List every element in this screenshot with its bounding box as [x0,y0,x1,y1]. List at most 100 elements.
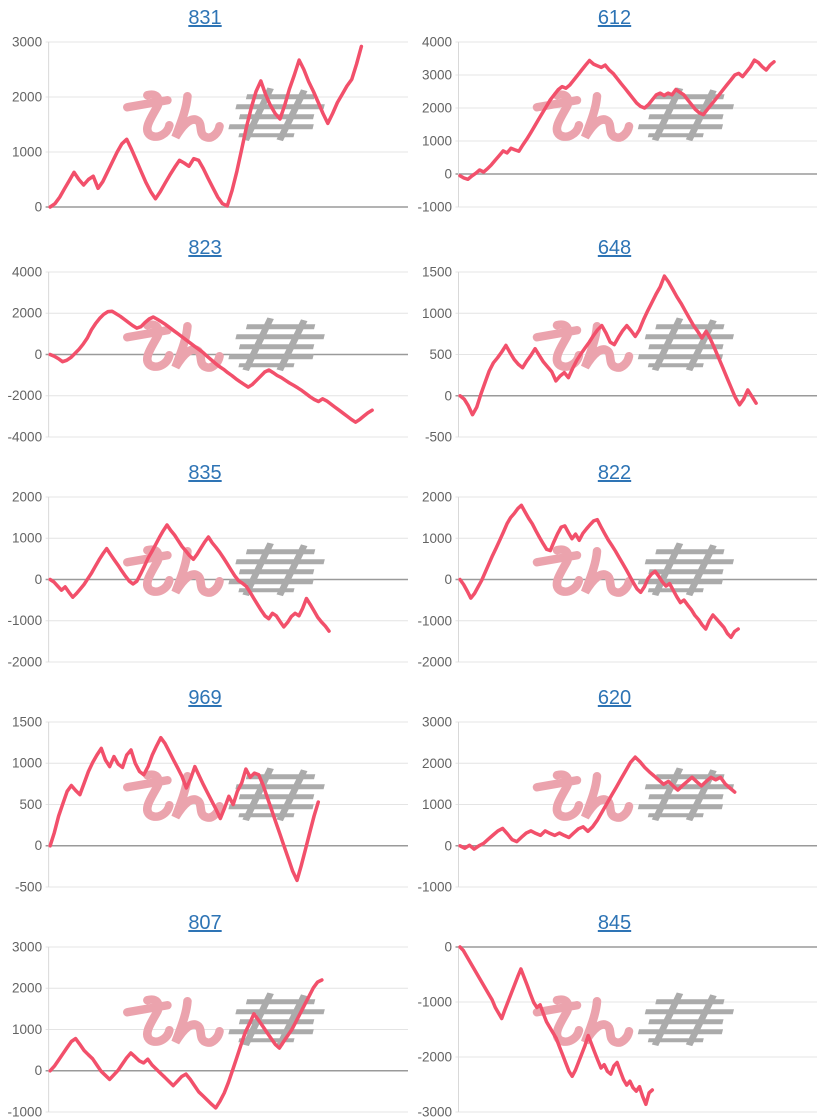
minpachi-watermark [123,317,325,372]
svg-text:0: 0 [35,347,43,362]
svg-text:-3000: -3000 [417,1105,452,1120]
svg-text:-2000: -2000 [8,388,43,403]
series-line [48,735,321,883]
svg-text:500: 500 [20,797,43,812]
chart-title-row: 831 [0,6,410,32]
gridlines [455,721,817,888]
chart-title-link[interactable]: 822 [597,462,632,484]
line-chart-svg: 1500 1000 500 0 -500 [12,715,408,895]
gridlines [455,41,817,208]
chart-title-link[interactable]: 620 [597,687,632,709]
chart-title-link[interactable]: 648 [597,237,632,259]
svg-text:0: 0 [35,572,43,587]
chart-title-link[interactable]: 823 [188,237,222,259]
line-chart-svg: 3000 2000 1000 0 -1000 [8,940,408,1120]
chart-title-link[interactable]: 612 [597,7,632,29]
series-line [458,274,758,417]
chart-cell: 822 2000 1000 0 -1000 -2000 [410,455,819,680]
chart-title-row: 648 [410,236,819,262]
minpachi-watermark [532,992,735,1047]
chart-title-row: 807 [0,911,410,937]
svg-text:3000: 3000 [422,68,452,83]
y-axis-labels: 2000 1000 0 -1000 -2000 [8,490,43,670]
svg-text:-2000: -2000 [417,655,452,670]
chart-title-row: 612 [410,6,819,32]
svg-text:-1000: -1000 [417,613,452,628]
chart-title-link[interactable]: 845 [597,912,632,934]
gridlines [45,271,408,438]
svg-text:-1000: -1000 [8,1105,43,1120]
svg-text:3000: 3000 [422,715,452,730]
series-line [458,945,655,1107]
svg-text:3000: 3000 [12,35,42,50]
gridlines [455,946,817,1113]
chart-cell: 845 0 -1000 -2000 -3000 [410,905,819,1120]
y-axis-labels: 3000 2000 1000 0 [12,35,42,215]
line-chart-svg: 1500 1000 500 0 -500 [422,265,817,445]
series-line [458,503,740,640]
minpachi-watermark [532,87,735,142]
gridlines [45,946,408,1113]
svg-text:2000: 2000 [422,101,452,116]
svg-text:0: 0 [444,838,452,853]
svg-text:1000: 1000 [12,1022,42,1037]
svg-text:1000: 1000 [12,756,42,771]
svg-text:1000: 1000 [12,145,42,160]
y-axis-labels: 3000 2000 1000 0 -1000 [417,715,452,895]
svg-text:-1000: -1000 [417,995,452,1010]
svg-text:2000: 2000 [12,90,42,105]
svg-text:1500: 1500 [12,715,42,730]
svg-text:-500: -500 [15,880,42,895]
svg-text:3000: 3000 [12,940,42,955]
chart-title-link[interactable]: 969 [188,687,222,709]
svg-text:2000: 2000 [422,490,452,505]
chart-title-row: 835 [0,461,410,487]
minpachi-watermark [123,542,325,597]
chart-title-row: 822 [410,461,819,487]
chart-cell: 648 1500 1000 500 0 -500 [410,230,819,455]
svg-text:-2000: -2000 [8,655,43,670]
svg-text:2000: 2000 [12,306,42,321]
chart-title-link[interactable]: 831 [188,7,222,29]
chart-cell: 823 4000 2000 0 -2000 -4000 [0,230,410,455]
chart-cell: 620 3000 2000 1000 0 -1000 [410,680,819,905]
y-axis-labels: 3000 2000 1000 0 -1000 [8,940,43,1120]
svg-text:-4000: -4000 [8,430,43,445]
chart-cell: 831 3000 2000 1000 0 [0,0,410,230]
line-chart-svg: 2000 1000 0 -1000 -2000 [417,490,817,670]
line-chart-svg: 2000 1000 0 -1000 -2000 [8,490,408,670]
gridlines [45,496,408,663]
y-axis-labels: 2000 1000 0 -1000 -2000 [417,490,452,670]
chart-title-link[interactable]: 807 [188,912,222,934]
series-line [48,978,324,1110]
line-chart-svg: 3000 2000 1000 0 -1000 [417,715,817,895]
svg-text:1000: 1000 [422,797,452,812]
line-chart-svg: 4000 3000 2000 1000 0 -1000 [417,35,817,215]
line-chart-svg: 3000 2000 1000 0 [12,35,408,215]
svg-text:0: 0 [35,838,43,853]
y-axis-labels: 4000 3000 2000 1000 0 -1000 [417,35,452,215]
chart-cell: 835 2000 1000 0 -1000 -2000 [0,455,410,680]
svg-text:4000: 4000 [12,265,42,280]
svg-text:1000: 1000 [422,306,452,321]
series-line [48,44,364,209]
y-axis-labels: 4000 2000 0 -2000 -4000 [8,265,43,445]
svg-text:2000: 2000 [12,490,42,505]
svg-text:0: 0 [35,200,43,215]
minpachi-watermark [532,767,735,822]
svg-text:-1000: -1000 [8,613,43,628]
svg-text:1000: 1000 [12,531,42,546]
chart-title-link[interactable]: 835 [188,462,222,484]
minpachi-watermark [532,317,735,372]
minpachi-watermark [123,767,325,822]
y-axis-labels: 1500 1000 500 0 -500 [12,715,42,895]
minpachi-watermark [532,542,735,597]
svg-text:2000: 2000 [422,756,452,771]
minpachi-watermark [123,87,325,142]
svg-text:-1000: -1000 [417,880,452,895]
series-line [458,58,776,182]
svg-text:0: 0 [444,572,452,587]
svg-text:-1000: -1000 [417,200,452,215]
svg-text:0: 0 [444,167,452,182]
